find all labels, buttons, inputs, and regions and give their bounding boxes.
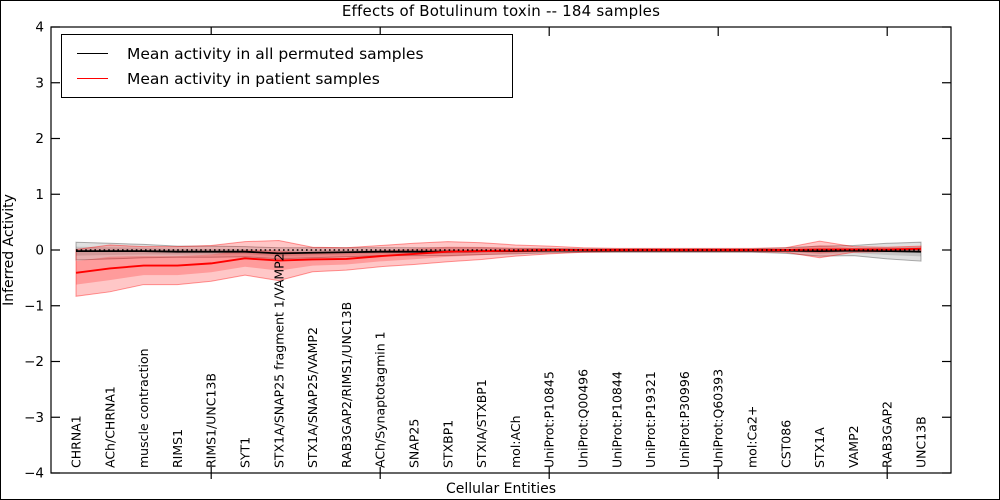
x-tick-label: CST086 <box>778 420 793 468</box>
x-tick-label: STX1A/SNAP25/VAMP2 <box>305 327 320 468</box>
legend: Mean activity in all permuted samples Me… <box>61 34 513 98</box>
legend-entry-patient: Mean activity in patient samples <box>77 70 512 88</box>
x-tick-label: RAB3GAP2 <box>880 401 895 468</box>
y-tick-label: 4 <box>35 20 44 36</box>
x-tick-label: RAB3GAP2/RIMS1/UNC13B <box>339 302 354 468</box>
legend-label-permuted: Mean activity in all permuted samples <box>127 44 424 63</box>
x-tick-label: STX1A <box>812 427 827 468</box>
legend-label-patient: Mean activity in patient samples <box>127 69 380 88</box>
y-tick-label: 0 <box>35 243 44 259</box>
legend-entry-permuted: Mean activity in all permuted samples <box>77 45 512 63</box>
x-tick-label: UniProt:Q00496 <box>576 369 591 468</box>
chart-title: Effects of Botulinum toxin -- 184 sample… <box>341 2 661 20</box>
x-axis-label: Cellular Entities <box>445 481 557 497</box>
y-tick-label: −1 <box>24 298 44 314</box>
y-tick-label: 3 <box>35 75 44 91</box>
permuted-line-swatch-icon <box>77 53 108 54</box>
x-tick-label: STX1A/SNAP25 fragment 1/VAMP2 <box>271 253 286 468</box>
x-tick-label: CHRNA1 <box>69 415 84 468</box>
x-tick-label: UniProt:P10845 <box>542 371 557 468</box>
x-tick-label: RIMS1/UNC13B <box>204 373 219 468</box>
x-tick-label: muscle contraction <box>136 348 151 468</box>
y-tick-label: −2 <box>24 354 44 370</box>
x-tick-label: UniProt:Q60393 <box>711 369 726 468</box>
x-tick-label: mol:ACh <box>508 416 523 469</box>
x-tick-label: STXIA/STXBP1 <box>474 379 489 468</box>
x-tick-label: UniProt:P10844 <box>609 371 624 468</box>
x-tick-label: RIMS1 <box>170 429 185 468</box>
x-tick-label: UniProt:P19321 <box>643 371 658 468</box>
x-tick-label: UNC13B <box>914 416 929 468</box>
y-tick-label: 1 <box>35 187 44 203</box>
x-tick-label: SYT1 <box>238 437 253 468</box>
y-axis-label: Inferred Activity <box>1 194 17 306</box>
x-tick-label: ACh/CHRNA1 <box>102 386 117 468</box>
x-tick-label: SNAP25 <box>407 419 422 468</box>
y-tick-label: −4 <box>24 466 44 482</box>
y-tick-label: 2 <box>35 131 44 147</box>
x-tick-label: VAMP2 <box>846 425 861 468</box>
x-tick-label: ACh/Synaptotagmin 1 <box>373 331 388 468</box>
x-tick-label: mol:Ca2+ <box>745 406 760 468</box>
y-tick-label: −3 <box>24 410 44 426</box>
patient-line-swatch-icon <box>77 78 108 79</box>
x-tick-label: UniProt:P30996 <box>677 371 692 468</box>
x-tick-label: STXBP1 <box>440 420 455 468</box>
patient-band-inner <box>76 245 921 285</box>
